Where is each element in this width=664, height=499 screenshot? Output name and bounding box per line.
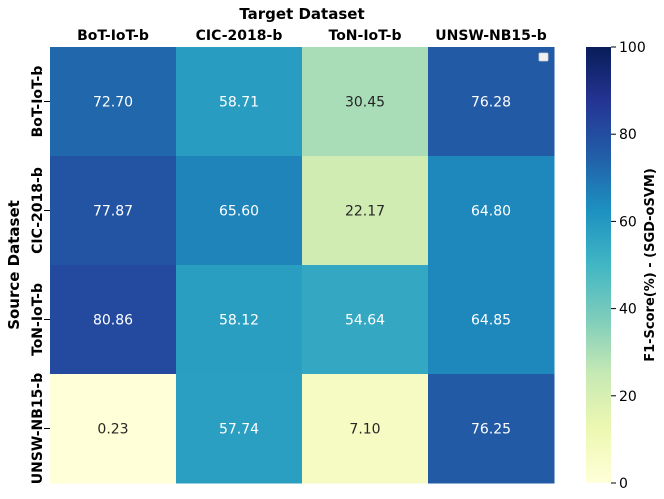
cell-value-label: 58.12 [219,313,259,329]
cell-value-label: 57.74 [219,422,259,438]
colorbar-label: F1-Score(%) - (SGD-oSVM) [643,168,658,362]
cell-value-label: 80.86 [93,313,133,329]
heatmap-cell [50,374,177,484]
cell-value-label: 22.17 [345,204,385,220]
x-axis-title: Target Dataset [239,5,364,23]
y-tick-label: BoT-IoT-b [30,66,46,138]
cell-value-label: 58.71 [219,95,259,111]
heatmap-cell [176,156,303,266]
y-tick-label: UNSW-NB15-b [30,373,46,485]
cell-value-label: 30.45 [345,95,385,111]
heatmap-cell [176,374,303,484]
heatmap-cell [302,47,429,157]
heatmap-cell [428,47,555,157]
cell-value-label: 72.70 [93,95,133,111]
heatmap-cell [302,374,429,484]
x-tick-label: UNSW-NB15-b [435,28,547,44]
cell-value-label: 65.60 [219,204,259,220]
heatmap-cell [50,156,177,266]
heatmap-cell [176,47,303,157]
x-tick-label: BoT-IoT-b [77,28,149,44]
cell-value-label: 76.25 [471,422,511,438]
legend-box [538,52,549,62]
x-tick-labels: BoT-IoT-b CIC-2018-b ToN-IoT-b UNSW-NB15-b [77,28,547,44]
heatmap-cell [50,47,177,157]
heatmap-cell [428,156,555,266]
y-axis-title: Source Dataset [5,200,23,330]
cell-value-label: 76.28 [471,95,511,111]
x-tick-label: CIC-2018-b [196,28,283,44]
heatmap-cell [176,265,303,375]
colorbar-tick-label: 40 [619,302,637,318]
y-tick-label: CIC-2018-b [30,167,46,254]
cell-value-label: 64.85 [471,313,511,329]
colorbar-ticks: 0 20 40 60 80 100 [611,40,646,492]
cell-value-label: 54.64 [345,313,385,329]
cell-value-label: 64.80 [471,204,511,220]
colorbar [586,47,611,483]
colorbar-tick-label: 20 [619,389,637,405]
cell-value-label: 77.87 [93,204,133,220]
heatmap-cell [428,265,555,375]
heatmap-cells: 72.70 58.71 30.45 76.28 77.87 65.60 22.17 64.80… [50,47,555,484]
colorbar-tick-label: 0 [619,476,628,492]
heatmap-cell [428,374,555,484]
y-tick-labels: BoT-IoT-b CIC-2018-b ToN-IoT-b UNSW-NB15-b [30,66,50,485]
colorbar-tick-label: 100 [619,40,646,56]
cell-value-label: 7.10 [349,422,380,438]
heatmap-cell [302,265,429,375]
y-tick-label: ToN-IoT-b [30,283,46,356]
heatmap-cell [50,265,177,375]
x-tick-label: ToN-IoT-b [329,28,402,44]
cell-value-label: 0.23 [97,422,128,438]
heatmap-cell [302,156,429,266]
colorbar-tick-label: 80 [619,127,637,143]
colorbar-tick-label: 60 [619,214,637,230]
